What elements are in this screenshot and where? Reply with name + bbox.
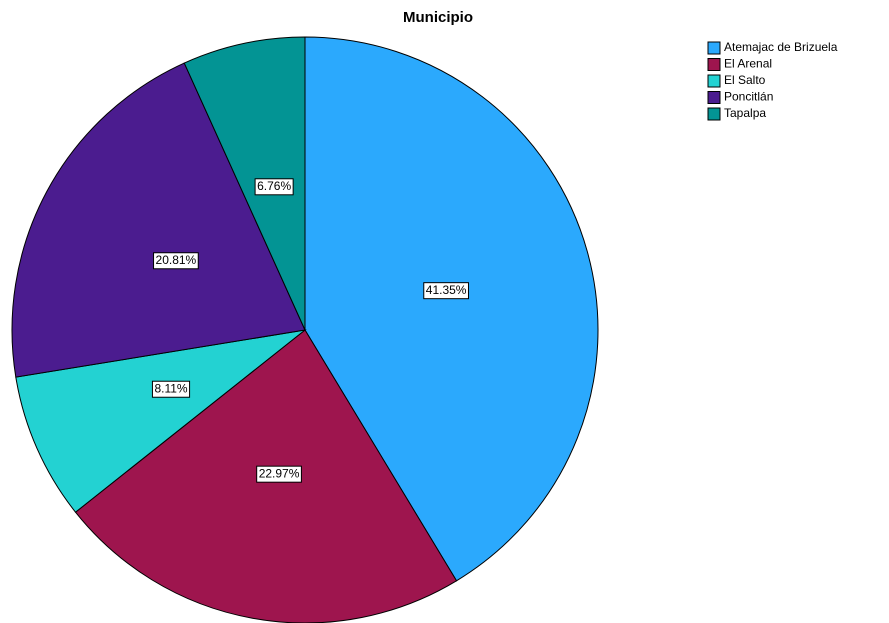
data-label: 8.11% <box>151 380 191 398</box>
legend-label: El Arenal <box>724 57 772 71</box>
data-label: 20.81% <box>153 252 199 270</box>
legend-label: Poncitlán <box>724 90 773 104</box>
chart-title: Municipio <box>403 9 473 26</box>
data-label: 41.35% <box>423 282 469 300</box>
data-label-box <box>256 465 302 483</box>
legend-swatch <box>707 107 721 121</box>
legend-swatch <box>707 74 721 88</box>
data-label-box <box>153 252 199 270</box>
data-label: 22.97% <box>256 465 302 483</box>
data-label-text: 41.35% <box>426 283 467 297</box>
pie-slice <box>304 36 599 582</box>
data-label-text: 22.97% <box>259 466 300 480</box>
data-label: 6.76% <box>254 178 294 196</box>
pie-slice <box>183 36 306 331</box>
data-label-text: 8.11% <box>154 381 187 395</box>
data-label-text: 6.76% <box>257 179 291 193</box>
data-label-box <box>254 178 294 196</box>
data-label-box <box>423 282 469 300</box>
legend-label: Tapalpa <box>724 106 766 120</box>
data-label-box <box>151 380 191 398</box>
legend-label: Atemajac de Brizuela <box>724 40 838 54</box>
legend-label: El Salto <box>724 73 766 87</box>
pie-slice <box>15 329 307 513</box>
data-label-text: 20.81% <box>156 253 197 267</box>
pie-slice <box>11 62 306 378</box>
legend-swatch <box>707 41 721 55</box>
legend-swatch <box>707 91 721 104</box>
legend-swatch <box>707 58 721 71</box>
